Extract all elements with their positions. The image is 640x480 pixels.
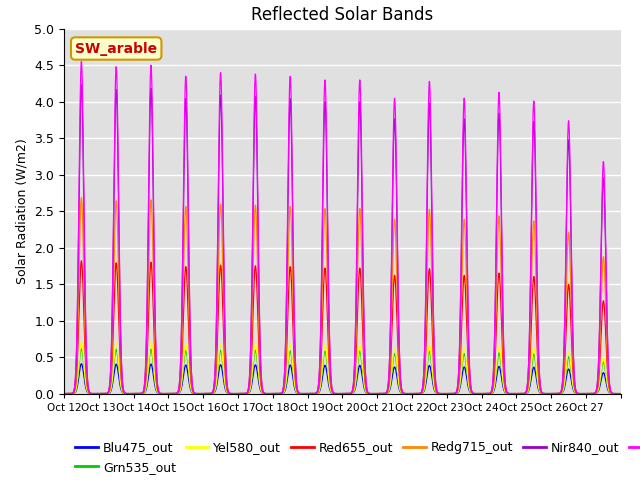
Title: Reflected Solar Bands: Reflected Solar Bands bbox=[252, 6, 433, 24]
Legend: Blu475_out, Grn535_out, Yel580_out, Red655_out, Redg715_out, Nir840_out, Nir945_: Blu475_out, Grn535_out, Yel580_out, Red6… bbox=[70, 436, 640, 479]
Text: SW_arable: SW_arable bbox=[75, 41, 157, 56]
Y-axis label: Solar Radiation (W/m2): Solar Radiation (W/m2) bbox=[16, 138, 29, 284]
